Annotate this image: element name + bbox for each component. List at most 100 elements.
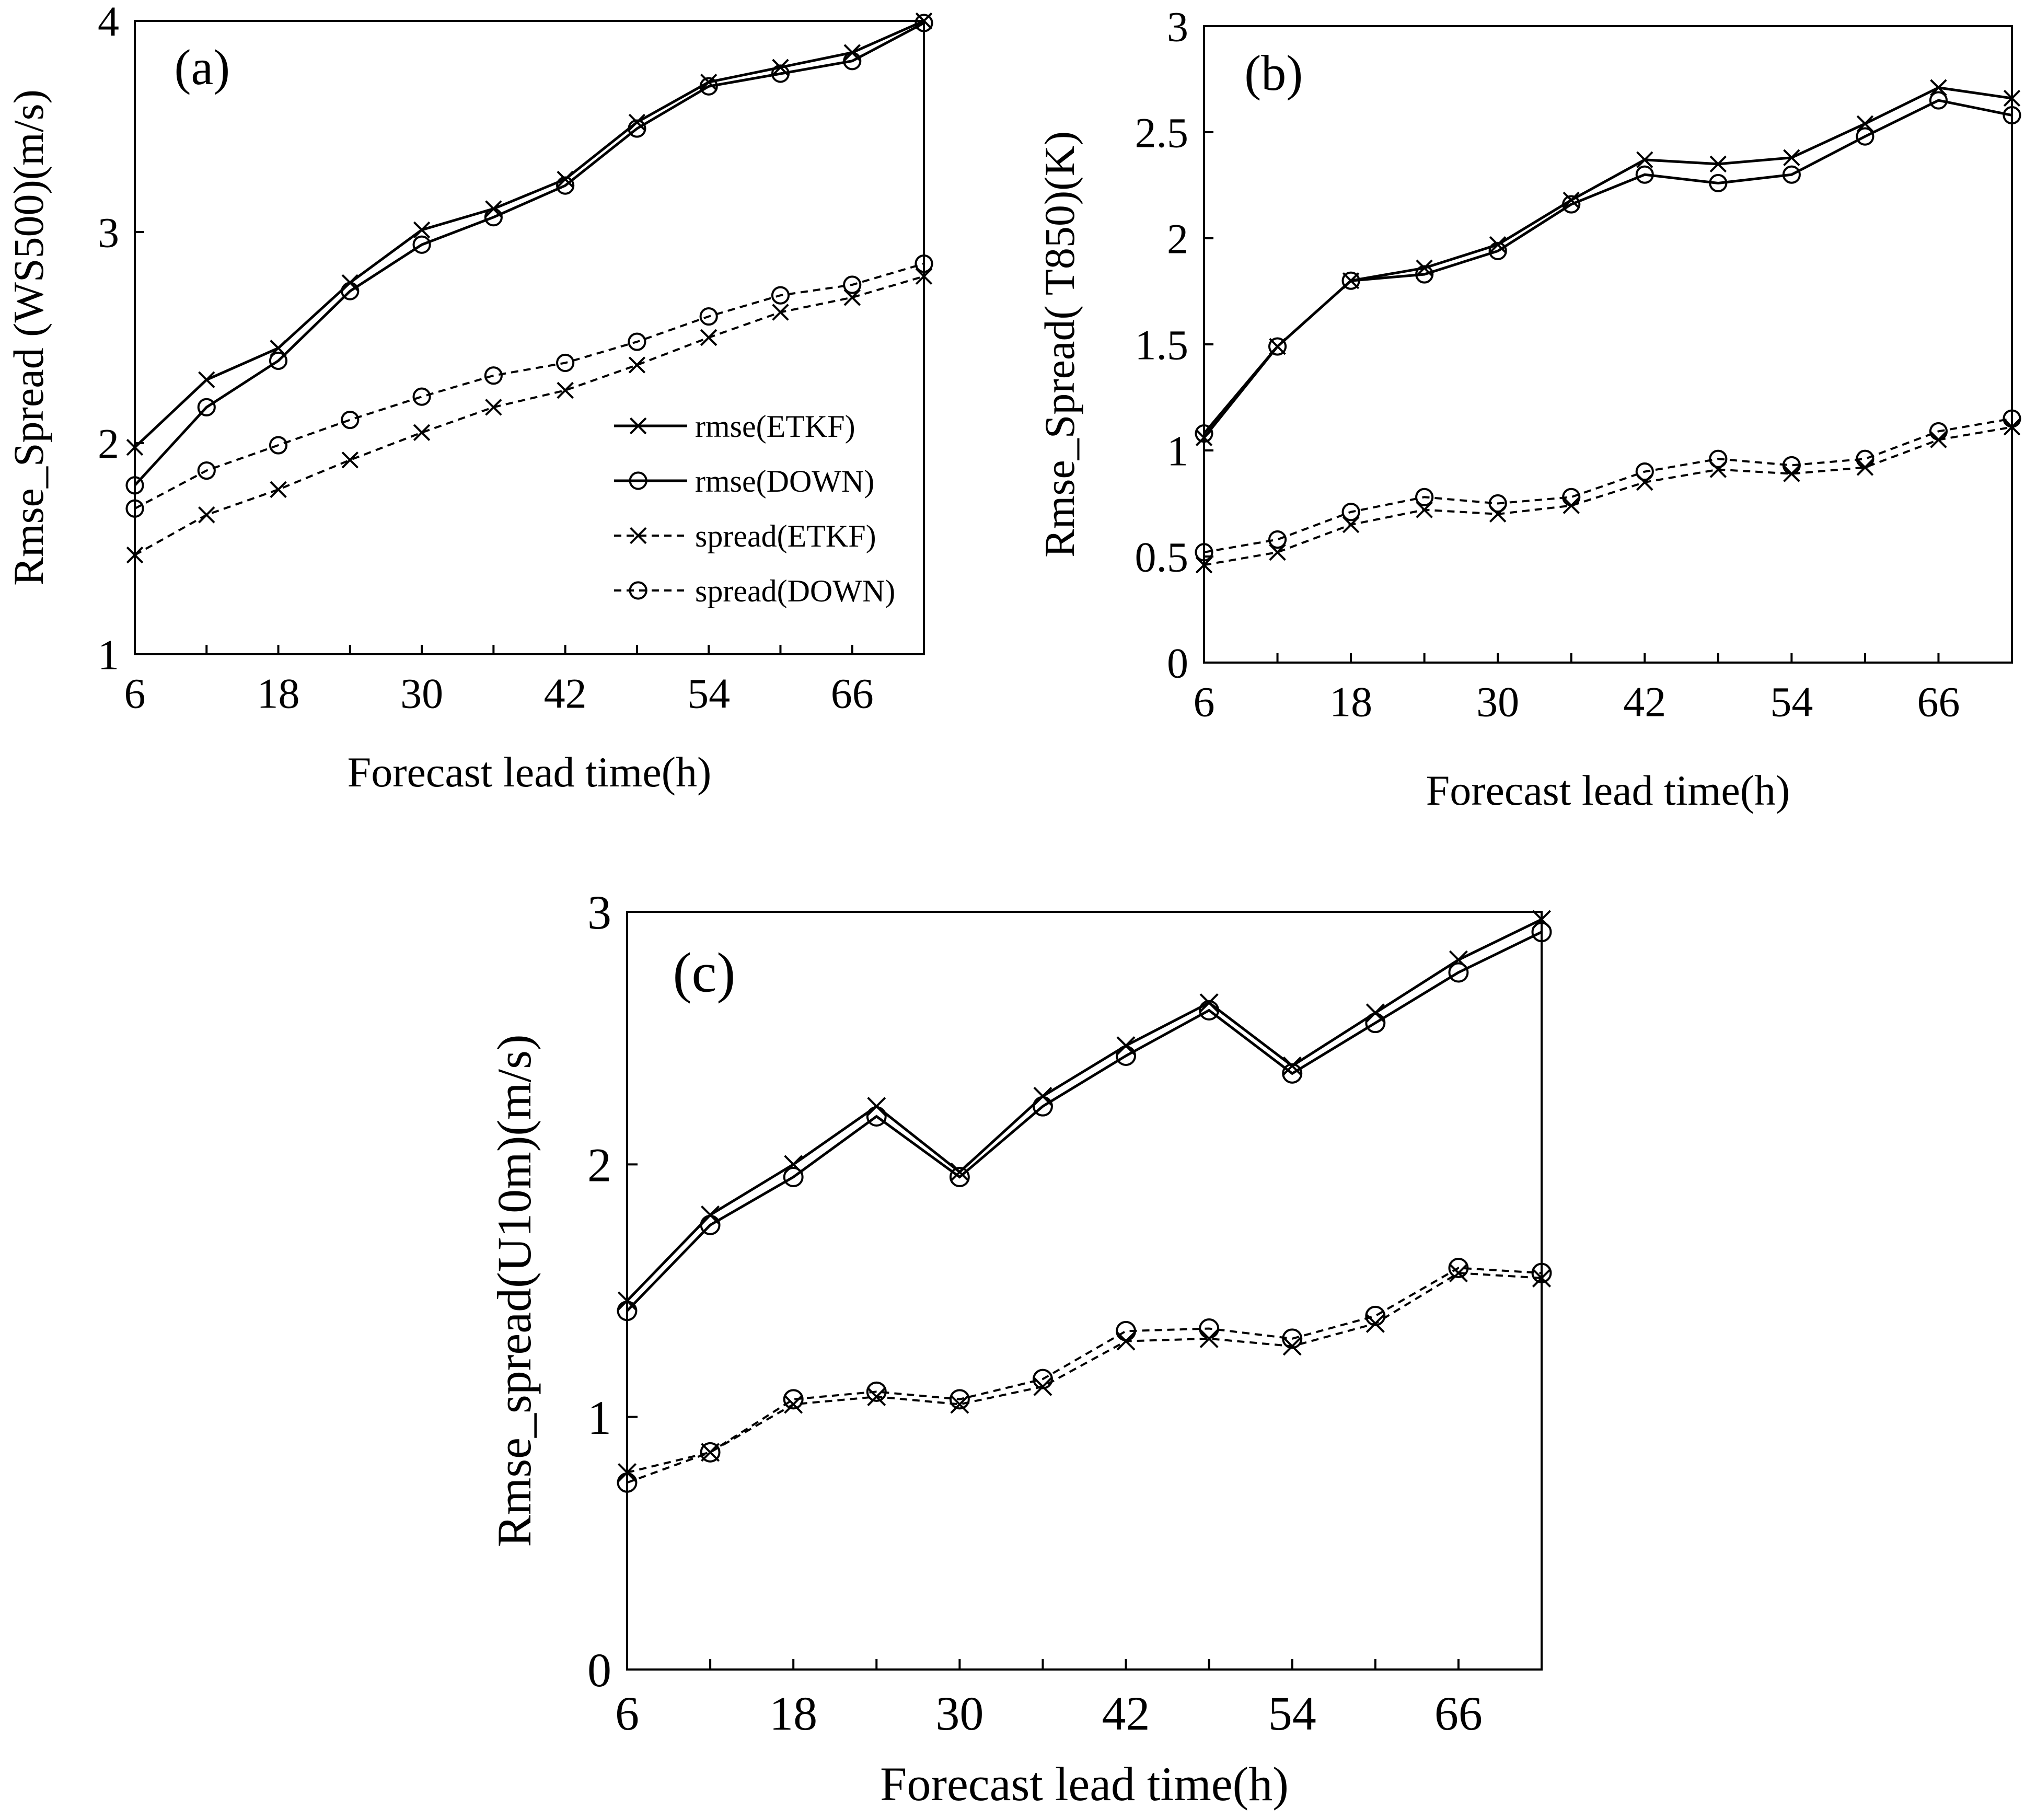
data-point	[628, 356, 646, 374]
data-point	[198, 506, 215, 524]
x-tick-label: 18	[1329, 678, 1372, 726]
x-tick-label: 30	[400, 670, 443, 717]
data-point	[1032, 1096, 1053, 1117]
legend: rmse(ETKF) rmse(DOWN) spread(ETKF) spread(D…	[614, 409, 895, 608]
data-point	[1365, 1305, 1386, 1326]
data-point	[915, 254, 933, 273]
data-point	[1929, 422, 1948, 441]
data-point	[126, 546, 144, 564]
data-point	[125, 499, 144, 518]
data-point	[1195, 429, 1213, 446]
y-tick-label: 1	[1167, 427, 1188, 475]
legend-label: rmse(ETKF)	[695, 409, 855, 444]
data-point	[1341, 271, 1360, 290]
data-point	[1199, 1318, 1220, 1339]
data-point	[1195, 543, 1213, 562]
data-point	[413, 221, 431, 239]
data-point	[126, 438, 144, 456]
data-point	[413, 424, 431, 442]
data-point	[341, 282, 360, 300]
y-tick-label: 2	[587, 1139, 611, 1192]
data-point	[197, 461, 216, 480]
data-point	[700, 73, 718, 91]
data-point	[700, 329, 718, 346]
x-tick-label: 42	[1102, 1687, 1150, 1740]
data-point	[628, 332, 646, 351]
x-tick-label: 54	[1770, 678, 1813, 726]
data-point	[2003, 89, 2021, 107]
y-tick-label: 1	[98, 631, 119, 679]
chart-panel-c: 0 1 2 3 6 18 30 42 54 66 Forecast lead time(h) Rmse…	[488, 886, 1552, 1811]
data-point	[1415, 265, 1434, 284]
y-axis-label: Rmse_Spread (WS500)(m/s)	[5, 89, 52, 586]
legend-swatch-marker	[629, 527, 647, 544]
data-point	[1782, 456, 1801, 474]
data-point	[617, 1301, 638, 1321]
y-tick-label: 0	[587, 1643, 611, 1697]
y-tick-label: 2	[1167, 215, 1188, 263]
x-tick-label: 42	[544, 670, 587, 717]
legend-label: rmse(DOWN)	[695, 464, 874, 499]
data-point	[1709, 155, 1727, 173]
data-point	[1488, 241, 1507, 260]
data-point	[1856, 127, 1874, 146]
data-point	[1448, 1258, 1469, 1278]
data-point	[1448, 962, 1469, 983]
x-tick-label: 66	[831, 670, 874, 717]
plot-frame	[134, 20, 925, 655]
y-tick-label: 0	[1167, 640, 1188, 687]
data-point	[1709, 449, 1728, 468]
plot-frame	[626, 911, 1543, 1671]
data-point	[485, 399, 502, 416]
data-point	[628, 113, 646, 131]
panel-label: (b)	[1244, 45, 1303, 101]
x-axis-label: Forecast lead time(h)	[348, 748, 712, 796]
series-rmse-down	[125, 14, 933, 495]
data-point	[1282, 1063, 1303, 1084]
data-point	[2003, 106, 2021, 125]
data-point	[1199, 993, 1219, 1013]
data-point	[950, 1395, 969, 1414]
y-tick-label: 3	[98, 209, 119, 257]
legend-item: rmse(ETKF)	[614, 409, 855, 444]
legend-label: spread(ETKF)	[695, 519, 876, 553]
x-tick-label: 6	[124, 670, 146, 717]
panel-label: (c)	[673, 942, 736, 1004]
plot-frame	[1203, 25, 2013, 664]
data-point	[1116, 1320, 1137, 1341]
series-line	[134, 275, 924, 556]
series-rmse-down	[1195, 91, 2021, 443]
y-tick-label: 4	[98, 0, 119, 45]
x-tick-label: 66	[1917, 678, 1960, 726]
data-point	[198, 371, 215, 389]
data-point	[866, 1381, 887, 1402]
legend-item: rmse(DOWN)	[614, 464, 874, 499]
y-tick-label: 3	[1167, 3, 1188, 51]
data-point	[915, 14, 933, 32]
data-point	[1268, 530, 1287, 549]
series-line	[626, 918, 1543, 1302]
data-point	[771, 64, 790, 83]
data-point	[1032, 1369, 1053, 1389]
x-tick-label: 30	[935, 1687, 983, 1740]
x-axis-label: Forecast lead time(h)	[880, 1757, 1289, 1811]
legend-item: spread(ETKF)	[614, 519, 876, 553]
y-tick-label: 0.5	[1135, 534, 1189, 581]
x-tick-label: 54	[1268, 1687, 1316, 1740]
data-point	[867, 1387, 886, 1407]
data-point	[1709, 173, 1728, 193]
data-point	[1365, 1013, 1386, 1034]
series-spread-etkf	[126, 268, 933, 564]
data-point	[1199, 1000, 1220, 1021]
data-point	[1929, 91, 1948, 110]
series-line	[627, 1272, 1542, 1474]
data-point	[1489, 236, 1507, 253]
y-tick-label: 2.5	[1135, 109, 1189, 157]
data-point	[412, 235, 431, 254]
data-point	[843, 275, 862, 294]
series-line	[626, 931, 1543, 1312]
series-spread-down	[1195, 409, 2021, 562]
data-point	[1282, 1337, 1302, 1356]
data-point	[557, 381, 574, 399]
